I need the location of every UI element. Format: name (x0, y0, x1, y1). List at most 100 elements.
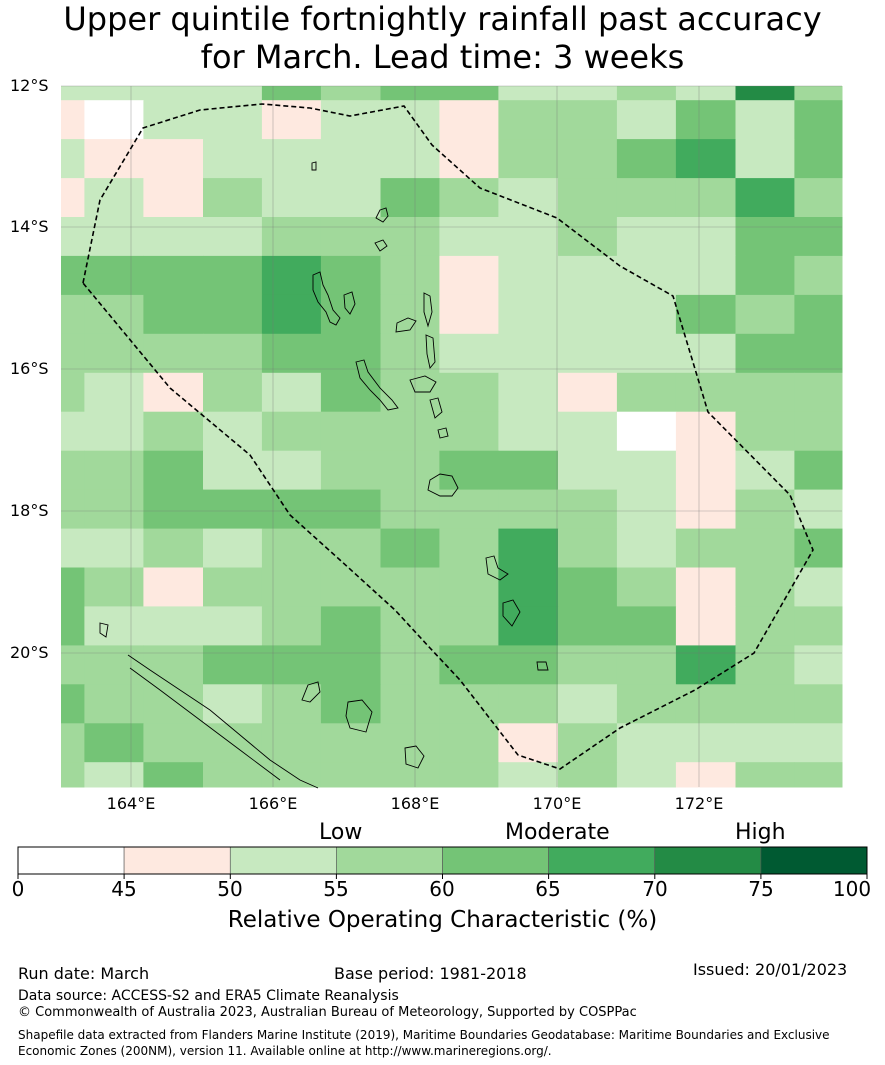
grid-cell (143, 372, 204, 413)
grid-cell (261, 528, 322, 568)
grid-cell (320, 684, 381, 724)
grid-cell (735, 217, 795, 257)
grid-cell (794, 178, 843, 218)
grid-cell (320, 372, 381, 413)
lon-label-170e: 170°E (532, 794, 582, 813)
grid-cell (794, 528, 843, 568)
grid-cell (558, 528, 618, 568)
grid-cell (675, 294, 736, 335)
grid-cell (261, 567, 322, 607)
grid-cell (61, 450, 85, 491)
shapefile-credit: Shapefile data extracted from Flanders M… (18, 1028, 830, 1058)
grid-cell (203, 86, 263, 101)
grid-cell (558, 139, 618, 179)
grid-cell (558, 450, 618, 491)
grid-cell (735, 372, 795, 413)
grid-cell (203, 255, 263, 296)
grid-cell (84, 411, 144, 452)
grid-cell (616, 217, 677, 257)
grid-cell (735, 86, 795, 101)
title-line-2: for March. Lead time: 3 weeks (200, 38, 685, 76)
grid-cell (735, 333, 795, 374)
grid-cell (61, 139, 85, 179)
grid-cell (675, 762, 736, 788)
grid-cell (61, 255, 85, 296)
base-period: Base period: 1981-2018 (334, 964, 527, 983)
grid-cell (439, 762, 499, 788)
grid-cell (61, 528, 85, 568)
grid-cell (261, 372, 322, 413)
grid-cell (380, 723, 440, 763)
grid-cell (675, 528, 736, 568)
grid-cell (61, 762, 85, 788)
grid-cell (675, 567, 736, 607)
data-source: Data source: ACCESS-S2 and ERA5 Climate … (18, 988, 399, 1004)
maewo-island (395, 317, 417, 333)
grid-cell (380, 411, 440, 452)
grid-cell (320, 606, 381, 646)
grid-cell (261, 723, 322, 763)
colorbar-swatch (17, 846, 125, 875)
grid-cell (558, 606, 618, 646)
colorbar-tick-70: 70 (642, 877, 668, 901)
grid-cell (320, 178, 381, 218)
grid-cell (380, 255, 440, 296)
grid-cell (616, 178, 677, 218)
grid-cell (558, 333, 618, 374)
grid-cell (84, 723, 144, 763)
grid-cell (84, 762, 144, 788)
grid-cell (558, 684, 618, 724)
grid-cell (203, 217, 263, 257)
grid-cell (498, 489, 559, 529)
category-high: High (735, 820, 786, 845)
grid-cell (203, 762, 263, 788)
grid-cell (261, 684, 322, 724)
grid-cell (794, 86, 843, 101)
grid-cell (794, 294, 843, 335)
grid-cell (558, 645, 618, 685)
graticule (61, 85, 842, 787)
grid-cell (143, 294, 204, 335)
grid-cell (203, 528, 263, 568)
grid-cell (320, 255, 381, 296)
grid-cell (320, 645, 381, 685)
eez-boundary (82, 103, 814, 770)
ambae-island (425, 334, 436, 369)
grid-cell (616, 86, 677, 101)
paama-island (429, 397, 443, 419)
grid-cell (203, 294, 263, 335)
colorbar-tick-45: 45 (111, 877, 137, 901)
grid-cell (616, 606, 677, 646)
grid-cell (143, 645, 204, 685)
grid-cell (794, 606, 843, 646)
grid-cell (439, 100, 499, 140)
lat-label-20s: 20°S (10, 643, 49, 662)
grid-cell (439, 255, 499, 296)
grid-cell (616, 489, 677, 529)
lat-label-14s: 14°S (10, 217, 49, 236)
grid-cell (320, 528, 381, 568)
grid-cell (558, 217, 618, 257)
grid-cell (84, 178, 144, 218)
epi-island (437, 427, 449, 439)
ambrym-island (409, 375, 437, 393)
grid-cell (320, 567, 381, 607)
grid-cell (203, 645, 263, 685)
grid-cell (794, 684, 843, 724)
grid-cell (439, 372, 499, 413)
grid-cell (675, 723, 736, 763)
aneityum-island (536, 661, 549, 671)
grid-cell (498, 255, 559, 296)
lat-label-16s: 16°S (10, 359, 49, 378)
grid-cell (439, 645, 499, 685)
grid-cell (558, 255, 618, 296)
grid-cell (498, 139, 559, 179)
grid-cell (261, 217, 322, 257)
grid-cell (84, 450, 144, 491)
grid-cell (380, 528, 440, 568)
grid-cell (616, 684, 677, 724)
grid-cell (261, 255, 322, 296)
grid-cell (203, 489, 263, 529)
grid-cell (143, 86, 204, 101)
grid-cell (498, 606, 559, 646)
